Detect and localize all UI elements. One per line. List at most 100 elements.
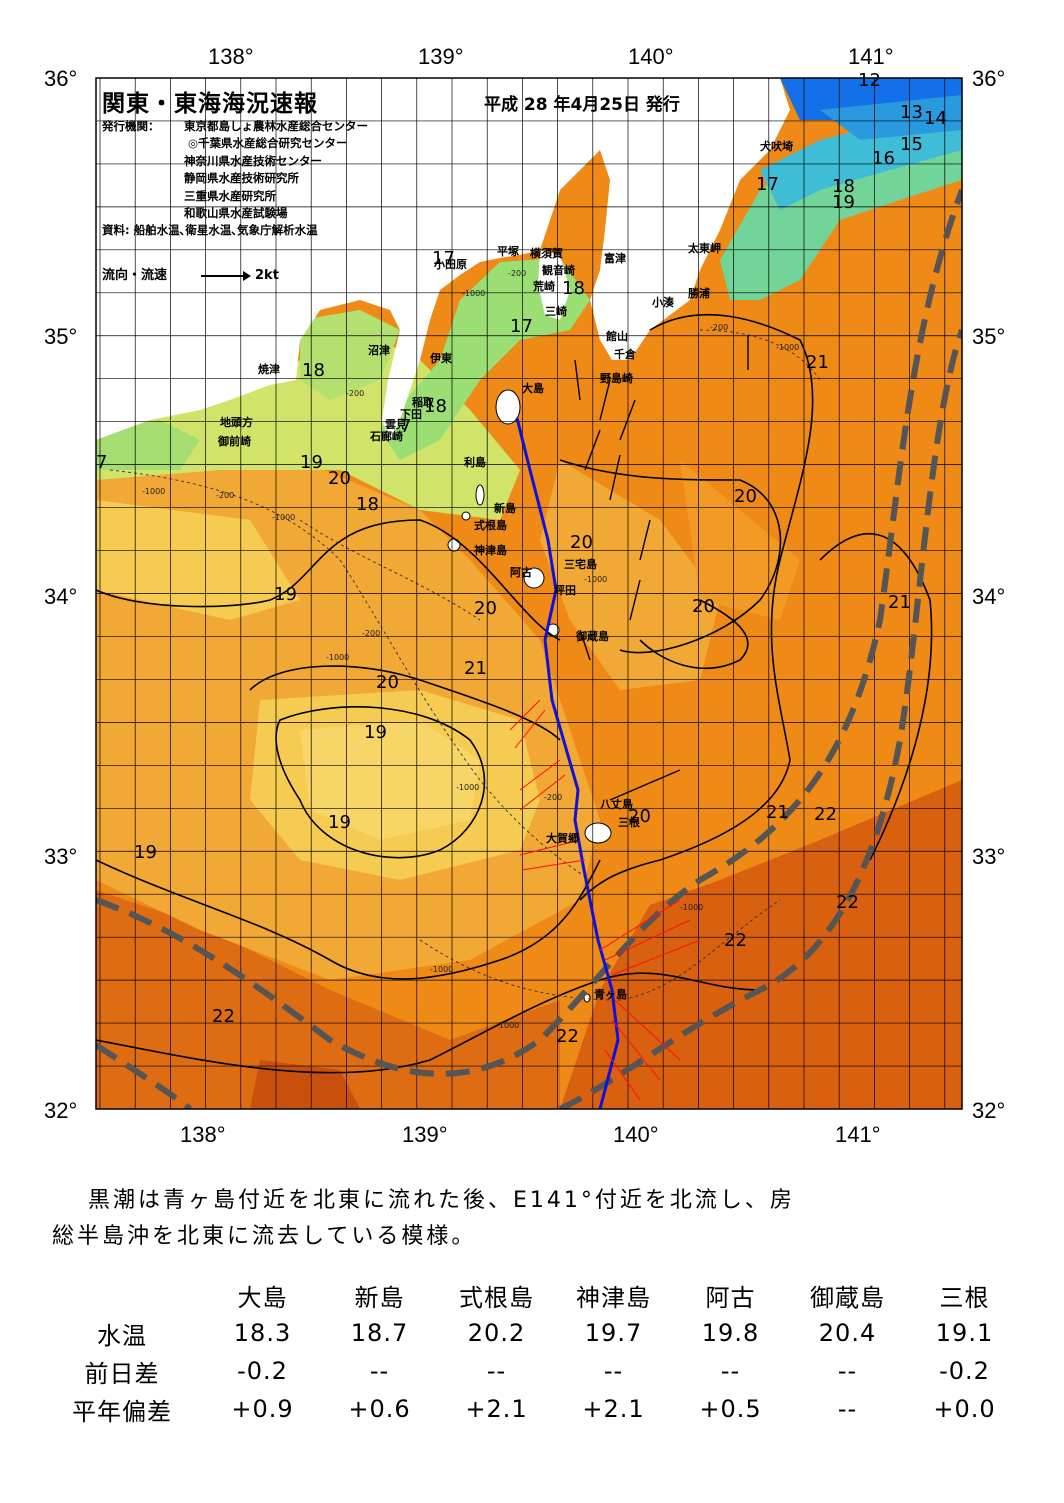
lat-label: 34°	[44, 584, 77, 609]
svg-text:15: 15	[900, 134, 923, 155]
depth-contours	[109, 329, 821, 1001]
svg-text:20: 20	[474, 598, 497, 619]
station-name: 神津島	[576, 1283, 651, 1312]
svg-text:-1000: -1000	[680, 903, 703, 912]
svg-text:太東岬: 太東岬	[687, 241, 721, 255]
svg-text:22: 22	[836, 892, 859, 913]
svg-text:16: 16	[872, 148, 895, 169]
place-names: 犬吠埼 太東岬 勝浦 小湊 富津 館山 千倉 野島崎 横須賀 観音崎 荒崎 三崎…	[217, 139, 793, 1001]
svg-text:沼津: 沼津	[368, 343, 390, 357]
svg-text:-1000: -1000	[272, 513, 295, 522]
svg-text:青ヶ島: 青ヶ島	[594, 987, 627, 1001]
agency: 東京都島しょ農林水産総合センター	[184, 119, 368, 133]
svg-text:-200: -200	[710, 323, 728, 332]
svg-text:19: 19	[300, 452, 323, 473]
table-cell: --	[369, 1357, 390, 1385]
svg-text:-1000: -1000	[326, 653, 349, 662]
svg-text:20: 20	[570, 532, 593, 553]
svg-text:21: 21	[888, 592, 911, 613]
table-row: 平年偏差 +0.9 +0.6 +2.1 +2.1 +0.5 -- +0.0	[40, 1390, 1023, 1428]
agency: ◎千葉県水産総合研究センター	[188, 136, 348, 151]
current-vectors-black	[574, 335, 749, 801]
longitude-labels-top: 138° 139° 140° 141°	[208, 44, 894, 69]
table-cell: 19.1	[935, 1319, 994, 1347]
svg-text:20: 20	[692, 596, 715, 617]
station-temperature-table: 大島 新島 式根島 神津島 阿古 御蔵島 三根 水温 18.3 18.7 20.…	[40, 1276, 1023, 1428]
svg-text:大賀郷: 大賀郷	[546, 831, 579, 845]
svg-text:-1000: -1000	[462, 289, 485, 298]
svg-text:20: 20	[376, 672, 399, 693]
table-cell: +0.5	[699, 1395, 762, 1423]
svg-text:横須賀: 横須賀	[530, 246, 563, 260]
svg-text:17: 17	[432, 248, 455, 269]
svg-text:-1000: -1000	[776, 343, 799, 352]
issue-date: 平成 28 年4月25日 発行	[484, 95, 680, 115]
row-label: 前日差	[84, 1359, 160, 1388]
map-title: 関東・東海海況速報	[102, 91, 318, 117]
svg-text:-200: -200	[346, 389, 364, 398]
lon-label: 141°	[848, 44, 894, 69]
svg-text:19: 19	[364, 722, 387, 743]
lon-label: 140°	[628, 44, 674, 69]
table-cell: 18.7	[350, 1319, 409, 1347]
svg-text:18: 18	[562, 278, 585, 299]
svg-text:新島: 新島	[494, 501, 516, 515]
svg-text:19: 19	[274, 584, 297, 605]
row-label: 水温	[97, 1321, 147, 1350]
table-cell: --	[486, 1357, 507, 1385]
svg-text:-1000: -1000	[456, 783, 479, 792]
table-cell: 20.4	[818, 1319, 877, 1347]
agency: 三重県水産研究所	[184, 188, 276, 203]
agencies-label: 発行機関：	[102, 119, 160, 133]
table-header-row: 大島 新島 式根島 神津島 阿古 御蔵島 三根	[40, 1276, 1023, 1314]
svg-text:7: 7	[400, 416, 411, 437]
table-cell: +0.9	[231, 1395, 294, 1423]
lat-label: 36°	[972, 66, 1005, 91]
svg-text:下田: 下田	[400, 408, 422, 421]
map-frame	[95, 77, 963, 1110]
svg-text:18: 18	[832, 176, 855, 197]
station-name: 三根	[939, 1283, 990, 1312]
lon-label: 139°	[402, 1122, 448, 1147]
station-name: 阿古	[705, 1283, 756, 1312]
svg-text:-1000: -1000	[430, 965, 453, 974]
agency: 静岡県水産技術研究所	[184, 171, 299, 186]
svg-text:神津島: 神津島	[474, 543, 507, 557]
svg-text:地頭方: 地頭方	[220, 415, 253, 429]
svg-text:犬吠埼: 犬吠埼	[760, 139, 793, 153]
svg-text:三根: 三根	[618, 815, 641, 829]
depth-labels: -1000 -200 -1000 -1000 -200 -1000 -1000 …	[142, 269, 799, 1030]
lat-label: 33°	[44, 844, 77, 869]
svg-text:千倉: 千倉	[614, 347, 637, 361]
svg-text:平塚: 平塚	[497, 244, 519, 258]
lat-label: 36°	[44, 66, 77, 91]
summary-text: 黒潮は青ヶ島付近を北東に流れた後、E141°付近を北流し、房 総半島沖を北東に流…	[52, 1183, 1012, 1255]
lat-label: 32°	[972, 1098, 1005, 1123]
svg-text:利島: 利島	[464, 455, 486, 469]
lon-label: 139°	[418, 44, 464, 69]
svg-text:八丈島: 八丈島	[599, 797, 633, 811]
sst-labels: 12 13 14 15 16 17 18 19 17 18 17 18 18 1…	[96, 70, 947, 1047]
svg-text:20: 20	[328, 468, 351, 489]
longitude-labels-bottom: 138° 139° 140° 141°	[180, 1122, 881, 1147]
issuing-agencies: 発行機関： 東京都島しょ農林水産総合センター ◎千葉県水産総合研究センター 神奈川…	[102, 118, 368, 240]
svg-text:大島: 大島	[522, 381, 544, 395]
agency: 和歌山県水産試験場	[184, 206, 288, 221]
svg-text:18: 18	[424, 396, 447, 417]
table-cell: 18.3	[233, 1319, 292, 1347]
table-cell: -0.2	[939, 1357, 990, 1385]
svg-text:焼津: 焼津	[258, 362, 280, 376]
table-cell: 19.7	[584, 1319, 643, 1347]
svg-text:21: 21	[806, 352, 829, 373]
svg-text:式根島: 式根島	[474, 518, 507, 532]
flow-legend-label: 流向・流速	[102, 268, 168, 283]
svg-text:22: 22	[212, 1006, 235, 1027]
table-cell: 19.8	[701, 1319, 760, 1347]
lon-label: 140°	[613, 1122, 659, 1147]
svg-text:22: 22	[724, 930, 747, 951]
svg-text:21: 21	[464, 658, 487, 679]
svg-text:17: 17	[510, 316, 533, 337]
svg-text:19: 19	[328, 812, 351, 833]
svg-text:-200: -200	[216, 491, 234, 500]
ship-track	[515, 417, 620, 1109]
